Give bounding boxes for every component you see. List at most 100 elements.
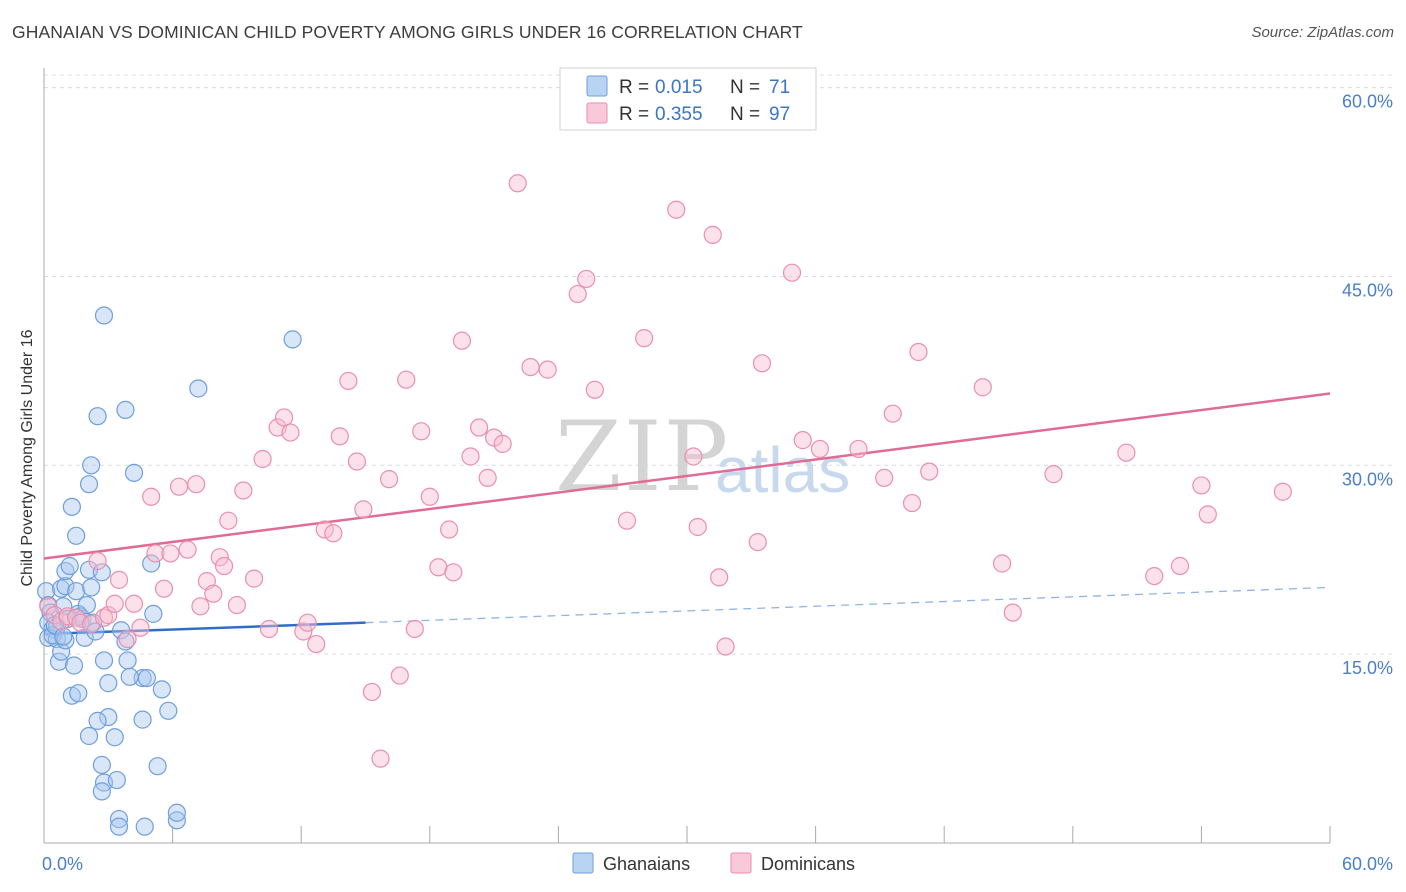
point-ghanaians bbox=[92, 782, 111, 801]
point-ghanaians bbox=[67, 526, 86, 545]
point-dominicans bbox=[187, 475, 206, 494]
point-ghanaians bbox=[54, 627, 73, 646]
bottom-legend-label-ghanaians: Ghanaians bbox=[603, 854, 690, 874]
point-dominicans bbox=[379, 470, 399, 489]
axes bbox=[43, 68, 1331, 844]
point-dominicans bbox=[146, 544, 165, 563]
point-dominicans bbox=[324, 524, 343, 543]
point-ghanaians bbox=[167, 803, 186, 822]
point-dominicans bbox=[420, 487, 439, 506]
point-dominicans bbox=[178, 540, 197, 559]
point-ghanaians bbox=[69, 684, 88, 703]
point-ghanaians bbox=[137, 668, 156, 688]
point-ghanaians bbox=[144, 604, 163, 623]
x-tick-label-min: 0.0% bbox=[42, 854, 83, 874]
point-dominicans bbox=[371, 749, 390, 768]
point-ghanaians bbox=[109, 817, 129, 836]
point-dominicans bbox=[124, 594, 144, 613]
point-dominicans bbox=[412, 422, 431, 441]
point-dominicans bbox=[469, 418, 489, 437]
point-ghanaians bbox=[94, 651, 114, 670]
x-tick-labels: 0.0% 60.0% bbox=[42, 854, 1393, 874]
y-tick-label: 45.0% bbox=[1342, 280, 1393, 300]
point-dominicans bbox=[920, 462, 939, 481]
series-ghanaians bbox=[37, 306, 302, 836]
bottom-legend-swatch-dominicans bbox=[730, 852, 752, 874]
legend-r-label: R = bbox=[619, 77, 649, 98]
point-dominicans bbox=[1145, 566, 1164, 586]
series-dominicans bbox=[39, 174, 1292, 768]
point-dominicans bbox=[227, 595, 246, 615]
point-dominicans bbox=[1117, 443, 1136, 462]
point-ghanaians bbox=[82, 578, 101, 597]
point-dominicans bbox=[710, 568, 729, 587]
point-dominicans bbox=[281, 423, 300, 442]
point-dominicans bbox=[521, 357, 540, 377]
point-ghanaians bbox=[99, 674, 118, 693]
point-dominicans bbox=[538, 360, 557, 379]
point-dominicans bbox=[810, 439, 829, 459]
point-dominicans bbox=[99, 606, 118, 625]
point-ghanaians bbox=[118, 651, 137, 670]
point-ghanaians bbox=[99, 707, 118, 727]
point-ghanaians bbox=[105, 728, 124, 747]
trend-ghanaians bbox=[43, 621, 366, 636]
legend-r-label: R = bbox=[619, 104, 649, 125]
point-ghanaians bbox=[116, 632, 135, 651]
point-dominicans bbox=[161, 544, 180, 563]
point-dominicans bbox=[1003, 603, 1022, 622]
point-dominicans bbox=[782, 263, 802, 282]
point-dominicans bbox=[577, 269, 596, 289]
watermark-zip: ZIP bbox=[555, 401, 730, 513]
point-dominicans bbox=[902, 493, 922, 513]
bottom-legend: Ghanaians Dominicans bbox=[572, 852, 855, 874]
point-dominicans bbox=[444, 563, 463, 582]
point-ghanaians bbox=[82, 456, 101, 475]
point-dominicans bbox=[439, 520, 459, 539]
point-dominicans bbox=[397, 370, 416, 389]
point-ghanaians bbox=[88, 407, 107, 426]
point-dominicans bbox=[105, 594, 124, 613]
point-ghanaians bbox=[79, 475, 99, 494]
point-dominicans bbox=[452, 331, 472, 350]
point-dominicans bbox=[274, 408, 294, 427]
point-dominicans bbox=[1044, 465, 1063, 484]
y-tick-label: 30.0% bbox=[1342, 469, 1393, 489]
point-dominicans bbox=[973, 378, 992, 397]
point-dominicans bbox=[875, 468, 894, 487]
point-dominicans bbox=[752, 354, 772, 373]
point-dominicans bbox=[142, 487, 161, 506]
point-ghanaians bbox=[79, 726, 99, 746]
point-dominicans bbox=[204, 584, 223, 603]
point-ghanaians bbox=[77, 595, 96, 615]
point-ghanaians bbox=[92, 563, 111, 582]
point-dominicans bbox=[617, 511, 637, 530]
legend-swatch-ghanaians bbox=[586, 75, 608, 97]
bottom-legend-swatch-ghanaians bbox=[572, 852, 594, 874]
point-ghanaians bbox=[56, 577, 75, 596]
point-dominicans bbox=[1170, 556, 1190, 576]
point-dominicans bbox=[131, 618, 150, 637]
point-ghanaians bbox=[283, 330, 302, 349]
x-tick-label-max: 60.0% bbox=[1342, 854, 1393, 874]
point-dominicans bbox=[461, 447, 480, 466]
legend-n-value: 71 bbox=[769, 77, 790, 98]
point-dominicans bbox=[883, 404, 902, 423]
point-ghanaians bbox=[124, 463, 144, 482]
point-ghanaians bbox=[189, 379, 208, 398]
point-ghanaians bbox=[52, 642, 71, 661]
point-dominicans bbox=[354, 500, 373, 519]
point-dominicans bbox=[585, 380, 604, 399]
point-dominicans bbox=[1273, 482, 1292, 501]
legend-n-label: N = bbox=[730, 77, 760, 98]
point-dominicans bbox=[478, 468, 497, 487]
point-dominicans bbox=[568, 284, 587, 304]
point-ghanaians bbox=[133, 668, 152, 688]
point-ghanaians bbox=[37, 582, 56, 601]
point-dominicans bbox=[219, 511, 238, 530]
point-dominicans bbox=[688, 517, 707, 537]
point-ghanaians bbox=[107, 770, 126, 790]
point-ghanaians bbox=[62, 497, 81, 516]
point-ghanaians bbox=[133, 710, 152, 729]
